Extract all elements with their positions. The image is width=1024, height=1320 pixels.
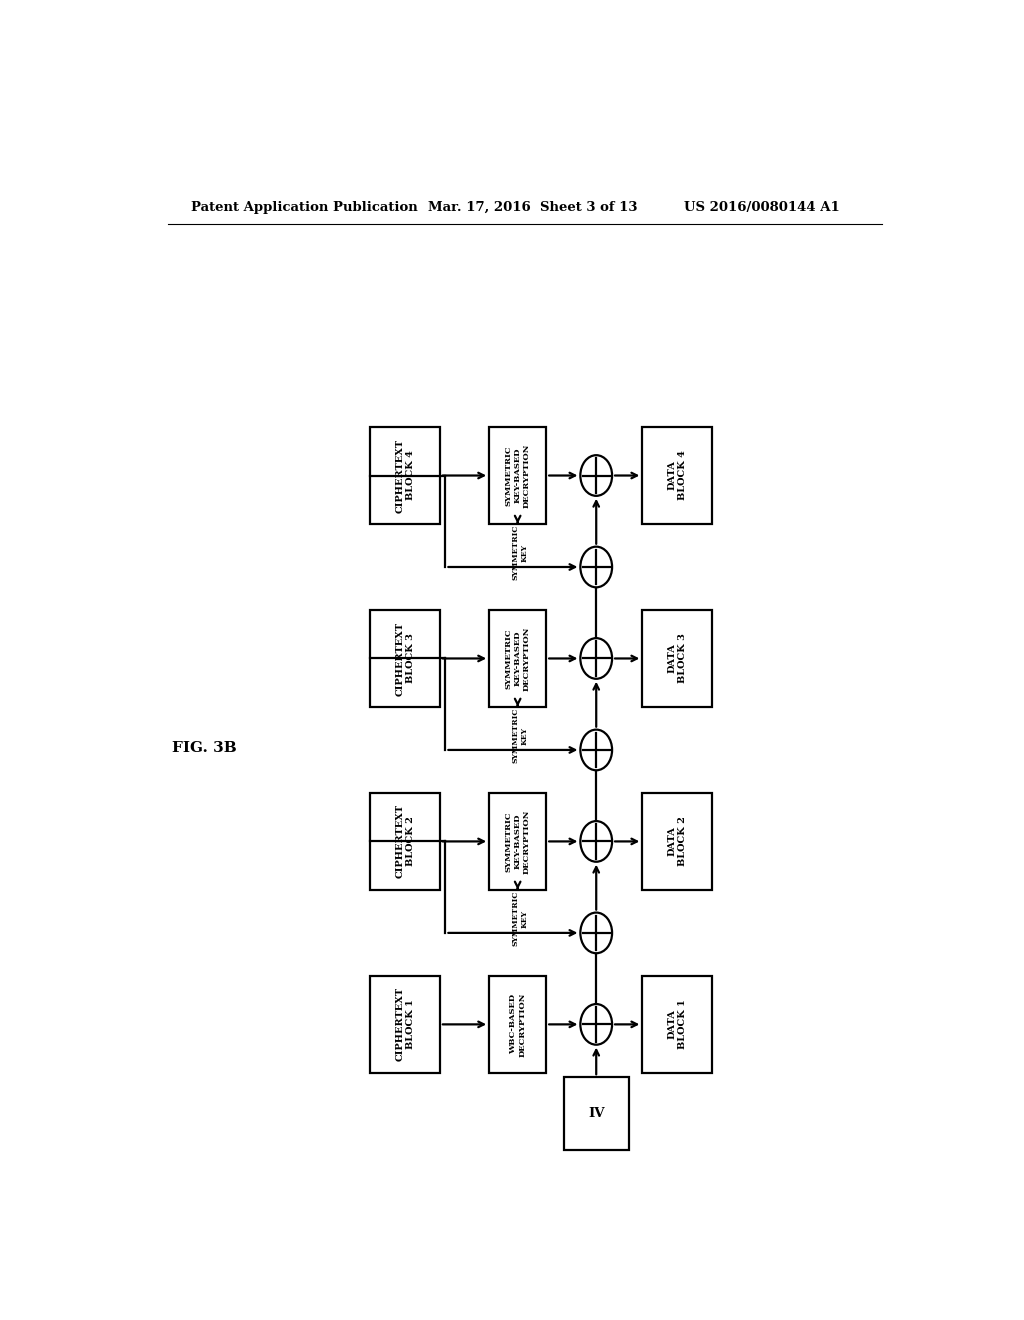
Text: DATA
BLOCK 4: DATA BLOCK 4 [668, 450, 687, 500]
Text: SYMMETRIC
KEY: SYMMETRIC KEY [511, 891, 528, 946]
Bar [642, 428, 712, 524]
Text: DATA
BLOCK 2: DATA BLOCK 2 [668, 817, 687, 866]
Bar [489, 428, 546, 524]
Circle shape [581, 455, 612, 496]
Text: IV: IV [588, 1107, 604, 1121]
Text: CIPHERTEXT
BLOCK 3: CIPHERTEXT BLOCK 3 [395, 622, 415, 696]
Bar [642, 793, 712, 890]
Text: DATA
BLOCK 1: DATA BLOCK 1 [668, 999, 687, 1049]
Text: DATA
BLOCK 3: DATA BLOCK 3 [668, 634, 687, 684]
Text: SYMMETRIC
KEY-BASED
DECRYPTION: SYMMETRIC KEY-BASED DECRYPTION [505, 809, 530, 874]
Bar [489, 975, 546, 1073]
Text: SYMMETRIC
KEY-BASED
DECRYPTION: SYMMETRIC KEY-BASED DECRYPTION [505, 626, 530, 690]
Circle shape [581, 1005, 612, 1044]
Bar [642, 975, 712, 1073]
Circle shape [581, 730, 612, 771]
Bar [370, 793, 440, 890]
Text: SYMMETRIC
KEY: SYMMETRIC KEY [511, 708, 528, 763]
Text: Mar. 17, 2016  Sheet 3 of 13: Mar. 17, 2016 Sheet 3 of 13 [428, 201, 638, 214]
Text: US 2016/0080144 A1: US 2016/0080144 A1 [684, 201, 840, 214]
Bar [489, 610, 546, 706]
Bar [370, 975, 440, 1073]
Circle shape [581, 638, 612, 678]
Text: SYMMETRIC
KEY: SYMMETRIC KEY [511, 525, 528, 581]
Text: FIG. 3B: FIG. 3B [172, 741, 237, 755]
Text: CIPHERTEXT
BLOCK 4: CIPHERTEXT BLOCK 4 [395, 438, 415, 512]
Circle shape [581, 912, 612, 953]
Bar [563, 1077, 629, 1151]
Circle shape [581, 821, 612, 862]
Text: CIPHERTEXT
BLOCK 2: CIPHERTEXT BLOCK 2 [395, 804, 415, 879]
Bar [489, 610, 546, 706]
Bar [642, 610, 712, 706]
Bar [370, 428, 440, 524]
Text: SYMMETRIC
KEY-BASED
DECRYPTION: SYMMETRIC KEY-BASED DECRYPTION [505, 444, 530, 508]
Text: Patent Application Publication: Patent Application Publication [191, 201, 418, 214]
Text: CIPHERTEXT
BLOCK 1: CIPHERTEXT BLOCK 1 [395, 987, 415, 1061]
Bar [489, 428, 546, 524]
Bar [489, 793, 546, 890]
Circle shape [581, 546, 612, 587]
Bar [489, 975, 546, 1073]
Bar [489, 793, 546, 890]
Bar [370, 610, 440, 706]
Text: WBC-BASED
DECRYPTION: WBC-BASED DECRYPTION [509, 993, 526, 1056]
